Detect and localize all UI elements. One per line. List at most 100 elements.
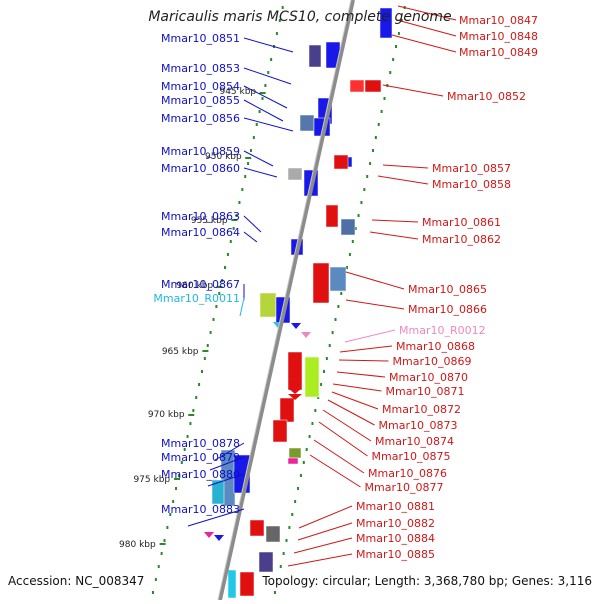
tick-dot — [180, 461, 183, 464]
tick-dot — [279, 565, 282, 568]
right-connector — [382, 164, 429, 169]
tick-dot — [392, 58, 395, 61]
right-gene-label: Mmar10_0847 — [459, 14, 538, 27]
tick-dot — [346, 266, 349, 269]
right-connector — [298, 505, 353, 529]
right-gene-label: Mmar10_0885 — [356, 548, 435, 561]
tick-dot — [305, 448, 308, 451]
tick-dot — [252, 136, 255, 139]
right-connector — [397, 5, 457, 21]
tick-dot — [360, 201, 363, 204]
gene-arrow — [214, 535, 224, 541]
tick-dot — [232, 227, 235, 230]
left-gene-label: Mmar10_0859 — [161, 145, 240, 158]
tick-dot — [154, 578, 157, 581]
right-connector — [336, 371, 386, 378]
right-gene-label: Mmar10_0862 — [422, 233, 501, 246]
gene-arrow — [204, 532, 214, 538]
left-connector — [209, 456, 245, 471]
right-gene-label: Mmar10_0852 — [447, 90, 526, 103]
tick-dot — [400, 19, 403, 22]
right-connector — [297, 522, 353, 541]
tick-dot — [244, 175, 247, 178]
tick-dots — [151, 6, 406, 594]
gene-feature — [312, 262, 330, 304]
gene-feature — [258, 551, 274, 573]
right-connector — [318, 421, 368, 457]
left-connector — [207, 473, 245, 487]
tick-dot — [366, 175, 369, 178]
tick-dot — [320, 383, 323, 386]
gene-feature — [272, 419, 288, 443]
scale-tick — [231, 219, 238, 221]
genome-title: Maricaulis maris MCS10, complete genome — [148, 9, 452, 25]
tick-dot — [183, 448, 186, 451]
tick-dot — [235, 214, 238, 217]
tick-dot — [377, 123, 380, 126]
scale-label: 950 kbp — [205, 152, 242, 162]
left-gene-label: Mmar10_0863 — [161, 210, 240, 223]
right-connector — [371, 219, 419, 223]
tick-dot — [267, 71, 270, 74]
left-gene-label: Mmar10_0878 — [161, 437, 240, 450]
gene-arrow — [288, 382, 302, 388]
tick-dot — [258, 110, 261, 113]
right-connector — [331, 391, 379, 410]
left-gene-label: Mmar10_0851 — [161, 32, 240, 45]
tick-dot — [186, 435, 189, 438]
right-gene-label: Mmar10_0882 — [356, 517, 435, 530]
left-connector — [243, 231, 258, 243]
right-gene-label: Mmar10_0872 — [382, 403, 461, 416]
gene-feature — [333, 154, 349, 170]
tick-dot — [314, 409, 317, 412]
tick-dot — [172, 500, 175, 503]
gene-feature — [227, 569, 237, 599]
gene-arrow — [288, 394, 302, 400]
gene-feature — [349, 79, 365, 93]
right-gene-label: Mmar10_0884 — [356, 532, 435, 545]
right-connector — [332, 383, 382, 392]
tick-dot — [340, 292, 343, 295]
tick-dot — [198, 383, 201, 386]
tick-dot — [325, 357, 328, 360]
right-connector — [327, 399, 375, 426]
left-connector — [243, 117, 294, 132]
tick-dot — [270, 58, 273, 61]
gene-feature — [308, 44, 322, 68]
left-gene-label: Mmar10_0860 — [161, 162, 240, 175]
right-connector — [345, 271, 405, 290]
tick-dot — [302, 461, 305, 464]
left-gene-label: Mmar10_0856 — [161, 112, 240, 125]
scale-label: 965 kbp — [162, 347, 199, 357]
tick-dot — [285, 539, 288, 542]
gene-labels: Mmar10_0851Mmar10_0853Mmar10_0854Mmar10_… — [153, 14, 538, 561]
scale-tick — [159, 543, 166, 545]
gene-feature — [364, 79, 382, 93]
right-gene-label: Mmar10_0849 — [459, 46, 538, 59]
scale-tick — [188, 414, 195, 416]
gene-arrow — [301, 332, 311, 338]
tick-dot — [282, 552, 285, 555]
tick-dot — [261, 97, 264, 100]
scale-tick — [259, 92, 266, 94]
tick-dot — [226, 253, 229, 256]
scale-tick — [245, 157, 252, 159]
right-connector — [293, 537, 353, 554]
left-gene-label: Mmar10_0880 — [161, 468, 240, 481]
genome-backbone-highlight — [217, 0, 352, 601]
gene-features — [204, 7, 393, 599]
right-connector — [313, 439, 365, 474]
right-connector — [309, 454, 361, 488]
gene-feature — [287, 457, 299, 465]
tick-dot — [389, 71, 392, 74]
scale-labels: 945 kbp 950 kbp 955 kbp 960 kbp 965 kbp 970 k… — [119, 87, 256, 550]
right-gene-label: Mmar10_0876 — [368, 467, 447, 480]
gene-feature — [379, 7, 393, 39]
right-gene-label: Mmar10_R0012 — [399, 324, 486, 337]
tick-dot — [175, 487, 178, 490]
gene-arrow — [291, 323, 301, 329]
gene-arrow — [288, 388, 302, 394]
scale-tick — [216, 286, 223, 288]
tick-dot — [160, 552, 163, 555]
scale-label: 955 kbp — [191, 216, 228, 226]
